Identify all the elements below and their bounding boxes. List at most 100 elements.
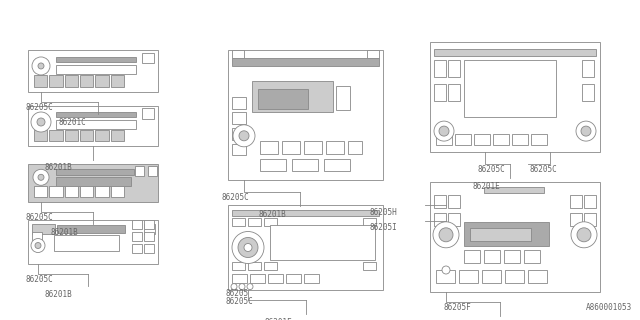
Bar bbox=[49, 75, 63, 87]
Bar bbox=[264, 218, 277, 226]
Circle shape bbox=[32, 57, 50, 75]
Bar bbox=[470, 228, 531, 241]
Bar bbox=[142, 108, 154, 119]
Circle shape bbox=[576, 121, 596, 141]
Bar bbox=[434, 49, 596, 56]
Bar bbox=[260, 159, 286, 171]
Bar bbox=[248, 218, 261, 226]
Bar bbox=[228, 205, 383, 290]
Bar bbox=[252, 81, 333, 112]
Bar bbox=[582, 60, 594, 77]
Bar bbox=[232, 144, 246, 155]
Bar bbox=[56, 112, 136, 117]
Bar bbox=[132, 220, 142, 229]
Bar bbox=[34, 75, 47, 87]
Circle shape bbox=[233, 125, 255, 147]
Text: 86205: 86205 bbox=[226, 289, 249, 298]
Circle shape bbox=[439, 126, 449, 136]
Bar bbox=[56, 169, 134, 175]
Bar bbox=[436, 134, 452, 145]
Bar bbox=[49, 186, 63, 197]
Bar bbox=[80, 75, 93, 87]
Bar bbox=[34, 186, 47, 197]
Bar bbox=[505, 270, 524, 283]
Bar bbox=[58, 225, 125, 233]
Bar bbox=[268, 274, 283, 283]
Bar bbox=[232, 97, 246, 108]
Text: 86201B: 86201B bbox=[50, 228, 78, 237]
Bar bbox=[144, 220, 154, 229]
Text: 86205C: 86205C bbox=[26, 213, 54, 222]
Text: 86205F: 86205F bbox=[444, 303, 472, 312]
Bar bbox=[248, 262, 261, 269]
Bar bbox=[34, 130, 47, 141]
Bar bbox=[134, 166, 143, 176]
Bar bbox=[270, 225, 375, 260]
Bar bbox=[65, 75, 78, 87]
Bar bbox=[258, 89, 308, 108]
Circle shape bbox=[232, 231, 264, 263]
Bar bbox=[228, 50, 383, 180]
Bar bbox=[434, 213, 446, 226]
Text: 86201B: 86201B bbox=[44, 163, 72, 172]
Bar bbox=[459, 270, 478, 283]
Bar bbox=[250, 274, 265, 283]
Bar bbox=[584, 213, 596, 226]
Text: 86201B: 86201B bbox=[44, 290, 72, 299]
Bar bbox=[132, 244, 142, 253]
Bar bbox=[54, 236, 119, 251]
Circle shape bbox=[238, 237, 258, 258]
Bar bbox=[464, 60, 556, 117]
Bar bbox=[436, 270, 455, 283]
Bar bbox=[144, 244, 154, 253]
Bar bbox=[524, 250, 540, 263]
Circle shape bbox=[33, 169, 49, 185]
Circle shape bbox=[37, 118, 45, 126]
Bar bbox=[232, 128, 246, 140]
Bar bbox=[504, 250, 520, 263]
Bar bbox=[232, 210, 379, 216]
Text: 86201B: 86201B bbox=[258, 210, 286, 219]
Bar bbox=[304, 274, 319, 283]
Bar bbox=[49, 130, 63, 141]
Text: 86201E: 86201E bbox=[472, 182, 500, 191]
Bar bbox=[434, 195, 446, 208]
Circle shape bbox=[239, 284, 245, 290]
Text: A860001053: A860001053 bbox=[586, 303, 632, 312]
Circle shape bbox=[35, 243, 41, 249]
Bar bbox=[282, 141, 300, 154]
Text: 86205C: 86205C bbox=[478, 165, 506, 174]
Bar bbox=[570, 213, 582, 226]
Bar bbox=[482, 270, 501, 283]
Bar bbox=[292, 159, 318, 171]
Bar bbox=[132, 232, 142, 241]
Bar bbox=[232, 218, 245, 226]
Bar bbox=[95, 130, 109, 141]
Bar bbox=[95, 75, 109, 87]
Bar bbox=[232, 262, 245, 269]
Circle shape bbox=[247, 284, 253, 290]
Bar bbox=[111, 186, 124, 197]
Circle shape bbox=[581, 126, 591, 136]
Text: 86205C: 86205C bbox=[222, 193, 250, 202]
Bar bbox=[484, 187, 544, 193]
Bar bbox=[232, 112, 246, 124]
Bar bbox=[324, 159, 350, 171]
Circle shape bbox=[31, 112, 51, 132]
Bar bbox=[484, 250, 500, 263]
Bar bbox=[28, 220, 158, 264]
Bar bbox=[582, 84, 594, 101]
Circle shape bbox=[38, 174, 44, 180]
Circle shape bbox=[38, 63, 44, 69]
Bar bbox=[363, 218, 376, 226]
Bar bbox=[111, 75, 124, 87]
Bar bbox=[434, 84, 446, 101]
Circle shape bbox=[231, 284, 237, 290]
Bar bbox=[326, 141, 344, 154]
Text: 86205C: 86205C bbox=[226, 297, 253, 306]
Bar bbox=[531, 134, 547, 145]
Bar bbox=[335, 86, 349, 110]
Bar bbox=[232, 274, 247, 283]
Bar bbox=[367, 50, 379, 58]
Bar bbox=[570, 195, 582, 208]
